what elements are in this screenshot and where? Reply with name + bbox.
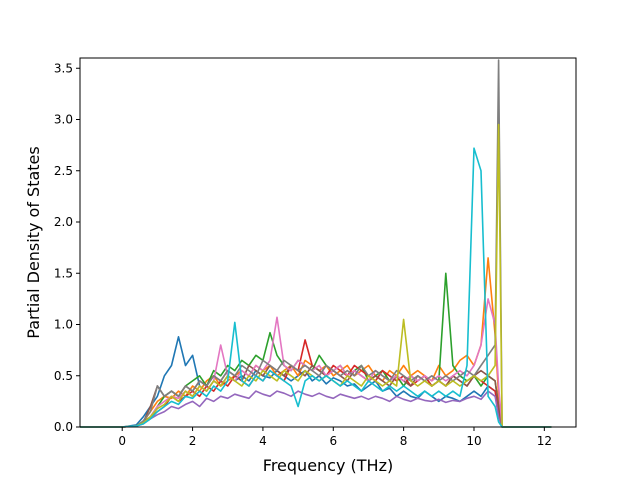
x-tick-label: 10 xyxy=(466,434,481,448)
plot-area xyxy=(79,57,577,428)
x-tick-label: 6 xyxy=(329,434,337,448)
series-layer xyxy=(80,59,552,428)
y-axis-ticks: 0.0 0.5 1.0 1.5 2.0 2.5 3.0 3.5 xyxy=(54,61,80,434)
y-tick-label: 1.0 xyxy=(54,318,73,332)
y-tick-label: 3.5 xyxy=(54,61,73,75)
axes-frame xyxy=(79,57,577,428)
y-tick-label: 0.5 xyxy=(54,369,73,383)
y-tick-label: 3.0 xyxy=(54,113,73,127)
x-axis-ticks: 0 2 4 6 8 10 12 xyxy=(118,427,552,448)
x-tick-label: 12 xyxy=(537,434,552,448)
pdos-series-line-5 xyxy=(80,390,552,428)
pdos-series-line-8 xyxy=(80,59,552,428)
x-axis-label: Frequency (THz) xyxy=(263,456,393,475)
y-tick-label: 0.0 xyxy=(54,420,73,434)
y-axis-label: Partial Density of States xyxy=(24,146,43,338)
y-tick-label: 1.5 xyxy=(54,266,73,280)
pdos-series-line-10 xyxy=(80,147,552,428)
x-tick-label: 4 xyxy=(259,434,267,448)
pdos-series-line-7 xyxy=(80,298,552,428)
y-tick-label: 2.0 xyxy=(54,215,73,229)
x-tick-label: 2 xyxy=(189,434,197,448)
x-tick-label: 0 xyxy=(118,434,126,448)
y-tick-label: 2.5 xyxy=(54,164,73,178)
x-tick-label: 8 xyxy=(400,434,408,448)
